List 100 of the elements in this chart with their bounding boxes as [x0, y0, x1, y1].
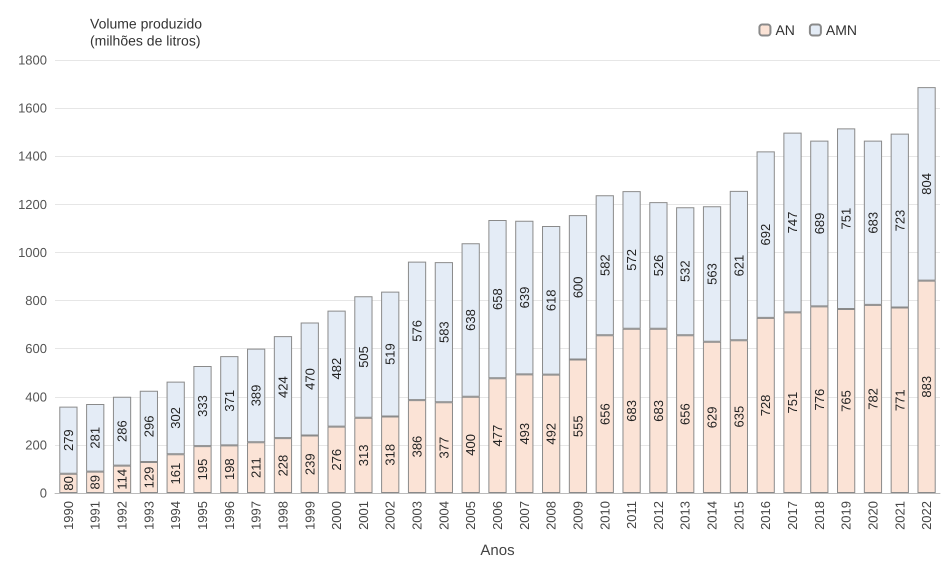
data-label: 526	[650, 254, 666, 276]
legend-label: AMN	[826, 22, 858, 38]
x-axis-title: Anos	[480, 542, 515, 559]
legend-label: AN	[775, 22, 795, 38]
x-tick-label: 1998	[275, 501, 290, 530]
x-tick-label: 2016	[758, 501, 774, 530]
data-label: 751	[838, 208, 854, 230]
data-label: 129	[141, 466, 156, 488]
x-tick-label: 2014	[704, 501, 720, 530]
data-label: 582	[597, 254, 612, 276]
data-label: 765	[838, 390, 854, 412]
y-tick-label: 1000	[18, 244, 47, 260]
x-tick-label: 1990	[60, 501, 76, 530]
data-label: 776	[812, 388, 827, 411]
data-label: 782	[865, 388, 880, 410]
y-tick-label: 1800	[18, 52, 47, 68]
x-tick-label: 2008	[544, 501, 559, 530]
y-tick-label: 1600	[18, 100, 47, 116]
data-label: 296	[141, 416, 156, 438]
data-label: 386	[410, 436, 425, 458]
data-label: 656	[597, 403, 612, 425]
data-label: 492	[544, 422, 559, 445]
data-label: 482	[329, 358, 344, 380]
data-label: 629	[704, 406, 720, 428]
x-tick-label: 2019	[838, 501, 854, 530]
data-label: 728	[758, 394, 774, 416]
data-label: 576	[410, 320, 425, 342]
data-label: 583	[436, 321, 452, 344]
data-label: 683	[624, 400, 640, 422]
data-label: 505	[356, 346, 371, 368]
data-label: 635	[731, 406, 746, 428]
data-label: 771	[892, 389, 908, 412]
data-label: 198	[222, 458, 237, 480]
data-label: 211	[248, 457, 264, 478]
data-label: 114	[114, 468, 130, 490]
data-label: 751	[785, 392, 800, 414]
data-label: 424	[275, 376, 290, 398]
data-label: 618	[544, 289, 559, 312]
x-tick-label: 2010	[597, 501, 612, 530]
data-label: 683	[865, 212, 880, 234]
data-label: 80	[60, 476, 76, 491]
y-tick-label: 400	[25, 389, 47, 404]
data-label: 333	[195, 395, 210, 417]
x-tick-label: 2012	[650, 501, 666, 530]
x-tick-label: 2001	[356, 501, 371, 530]
x-tick-label: 2017	[785, 501, 800, 530]
x-tick-label: 2022	[919, 501, 934, 530]
x-tick-label: 1994	[168, 501, 184, 530]
x-tick-label: 2013	[678, 501, 693, 530]
x-tick-label: 2004	[436, 501, 452, 530]
x-tick-label: 2002	[382, 501, 398, 530]
x-tick-label: 2009	[570, 501, 586, 530]
x-tick-label: 1996	[222, 501, 237, 530]
x-tick-label: 2011	[624, 501, 640, 529]
data-label: 683	[650, 400, 666, 422]
x-tick-label: 2006	[490, 501, 505, 530]
data-label: 470	[302, 368, 318, 390]
x-tick-label: 2021	[892, 501, 908, 530]
y-tick-label: 0	[40, 486, 47, 500]
x-tick-label: 1997	[248, 501, 264, 530]
x-tick-label: 2007	[516, 501, 532, 530]
data-label: 313	[356, 444, 371, 466]
x-tick-label: 1995	[195, 501, 210, 530]
data-label: 639	[516, 286, 532, 308]
data-label: 689	[812, 212, 827, 234]
data-label: 600	[570, 276, 586, 298]
data-label: 286	[114, 420, 130, 442]
data-label: 276	[329, 448, 344, 471]
data-label: 400	[463, 434, 478, 456]
data-label: 638	[463, 309, 478, 331]
data-label: 572	[624, 249, 640, 271]
data-label: 281	[88, 426, 103, 449]
data-label: 377	[436, 436, 452, 459]
data-label: 555	[570, 415, 586, 438]
x-tick-label: 2015	[731, 501, 746, 530]
data-label: 302	[168, 407, 184, 429]
x-tick-label: 1999	[302, 501, 318, 530]
x-tick-label: 1991	[88, 501, 103, 530]
x-tick-label: 2020	[865, 501, 880, 530]
y-tick-label: 600	[25, 341, 47, 356]
x-tick-label: 2005	[463, 501, 478, 530]
data-label: 239	[302, 453, 318, 476]
data-label: 656	[678, 403, 693, 425]
x-tick-label: 2003	[410, 501, 425, 530]
y-axis-title: Volume produzido (milhões de litros)	[90, 16, 202, 48]
x-tick-label: 2018	[812, 501, 827, 530]
data-label: 723	[892, 210, 908, 232]
data-label: 228	[275, 454, 290, 476]
data-label: 804	[919, 173, 934, 195]
y-tick-label: 800	[25, 293, 47, 308]
x-tick-label: 1993	[141, 501, 156, 530]
data-label: 532	[678, 260, 693, 282]
data-label: 161	[168, 462, 184, 484]
data-label: 318	[382, 444, 398, 466]
data-label: 621	[731, 254, 746, 276]
data-label: 692	[758, 224, 774, 246]
y-tick-label: 1200	[18, 196, 47, 212]
data-label: 519	[382, 343, 398, 365]
data-label: 389	[248, 384, 264, 406]
data-label: 658	[490, 288, 505, 310]
